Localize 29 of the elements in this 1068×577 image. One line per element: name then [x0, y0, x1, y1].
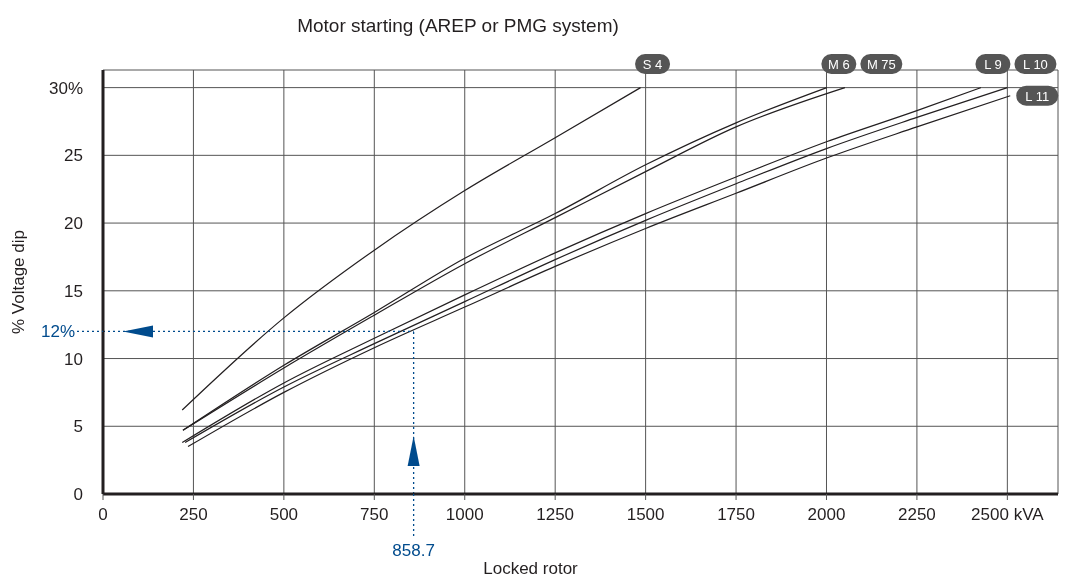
x-tick-label: 2500 kVA: [971, 505, 1045, 525]
x-tick-label: 1500: [626, 505, 665, 525]
y-tick-label: 25: [64, 146, 83, 166]
x-tick-label: 0: [98, 505, 108, 525]
x-tick-label: 1250: [536, 505, 575, 525]
series-label: S 4: [642, 57, 663, 72]
series-label: L 10: [1023, 57, 1048, 72]
text: M 75: [866, 57, 896, 72]
x-tick-label: 2000: [807, 505, 846, 525]
y-tick-label: 10: [64, 349, 83, 369]
x-tick-label: 1750: [717, 505, 755, 525]
series-label: L 9: [984, 57, 1002, 72]
chart-title: Motor starting (AREP or PMG system): [297, 15, 619, 36]
y-tick-label: 20: [64, 214, 83, 234]
ref-line-label: 12%: [40, 322, 75, 342]
y-tick-label: 15: [64, 281, 83, 301]
y-tick-label: 30%: [48, 78, 83, 98]
series-label: L 11: [1025, 88, 1050, 104]
ref-line-label: 858.7: [392, 541, 435, 560]
y-axis-title: % Voltage dip: [9, 230, 28, 334]
y-tick-label: 5: [73, 417, 83, 437]
x-tick-label: 250: [179, 505, 208, 525]
x-tick-label: 750: [360, 505, 389, 525]
series-label: M 6: [828, 57, 850, 72]
x-tick-label: 2250: [898, 505, 936, 525]
x-tick-label: 1000: [445, 505, 484, 525]
x-axis-title: Locked rotor: [483, 559, 579, 577]
y-tick-label: 0: [73, 485, 83, 505]
x-tick-label: 500: [269, 505, 299, 525]
